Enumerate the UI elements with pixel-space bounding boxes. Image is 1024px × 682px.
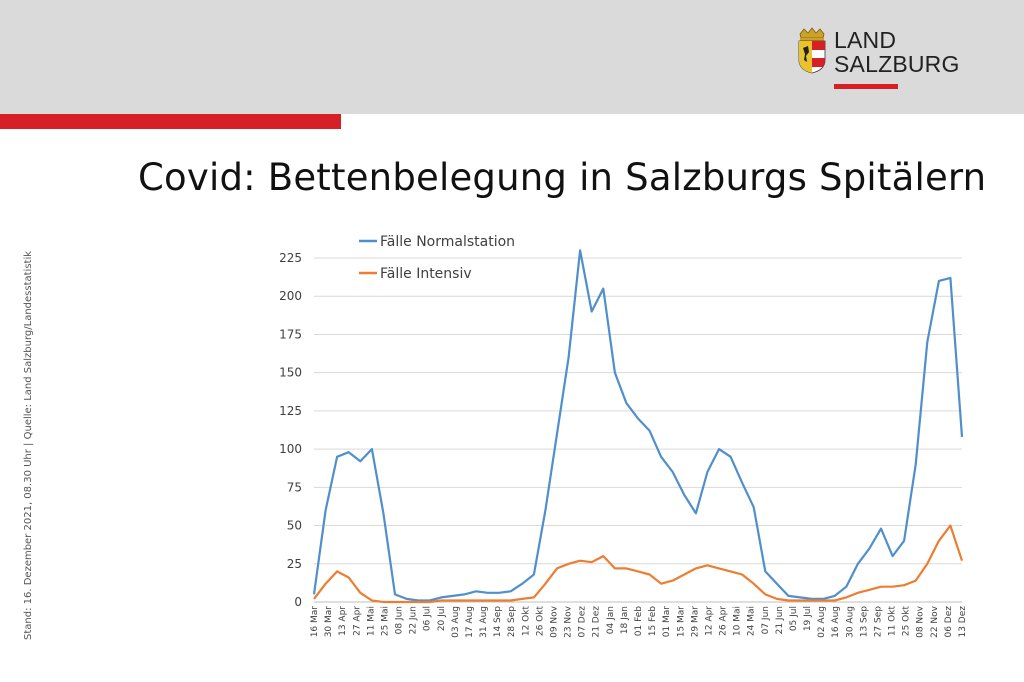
series-line-intensiv <box>313 524 964 604</box>
y-tick-label: 100 <box>279 442 302 456</box>
series-line-normalstation <box>312 249 964 602</box>
y-tick-label: 175 <box>279 327 302 341</box>
x-tick-label: 23 Nov <box>564 605 574 638</box>
x-tick-label: 22 Nov <box>930 605 940 638</box>
x-tick-label: 01 Mar <box>662 606 672 638</box>
x-axis: 16 Mar 30 Mar 13 Apr 27 Apr 11 Mai 25 Mai 08 J… <box>310 601 968 638</box>
x-tick-label: 18 Jan <box>620 606 630 634</box>
x-tick-label: 02 Aug <box>817 606 827 638</box>
legend-label: Fälle Intensiv <box>380 266 472 282</box>
x-tick-label: 30 Aug <box>845 606 855 638</box>
x-tick-label: 27 Sep <box>873 606 883 638</box>
y-tick-label: 25 <box>287 557 302 571</box>
chart-grid <box>314 257 962 565</box>
x-tick-label: 19 Jul <box>803 606 813 631</box>
x-tick-label: 20 Jul <box>437 606 447 631</box>
x-tick-label: 15 Feb <box>648 606 658 637</box>
header-band <box>0 0 1024 114</box>
y-tick-label: 0 <box>294 595 302 609</box>
x-tick-label: 07 Jun <box>761 606 771 634</box>
x-tick-label: 10 Mai <box>733 606 743 636</box>
y-tick-label: 75 <box>287 480 302 494</box>
y-tick-label: 225 <box>279 251 302 265</box>
logo-underline <box>834 84 898 89</box>
x-tick-label: 01 Feb <box>634 606 644 637</box>
x-tick-label: 16 Aug <box>831 606 841 638</box>
x-tick-label: 15 Mar <box>676 606 686 638</box>
x-tick-label: 13 Apr <box>338 606 348 636</box>
x-tick-label: 08 Jun <box>395 606 405 634</box>
x-tick-label: 07 Dez <box>578 606 588 638</box>
x-tick-label: 22 Jun <box>409 606 419 634</box>
x-tick-label: 17 Aug <box>465 606 475 638</box>
y-tick-label: 125 <box>279 404 302 418</box>
x-tick-label: 30 Mar <box>324 606 334 638</box>
x-tick-label: 05 Jul <box>789 606 799 631</box>
x-tick-label: 25 Mai <box>380 606 390 636</box>
y-tick-label: 150 <box>279 366 302 380</box>
x-tick-label: 13 Dez <box>958 606 968 638</box>
x-tick-label: 09 Nov <box>549 605 559 638</box>
page-title: Covid: Bettenbelegung in Salzburgs Spitä… <box>138 156 987 199</box>
accent-bar <box>0 114 341 129</box>
logo-line2: SALZBURG <box>834 51 960 77</box>
legend-label: Fälle Normalstation <box>380 234 515 250</box>
x-tick-label: 12 Apr <box>704 606 714 636</box>
land-salzburg-logo: LAND SALZBURG <box>796 26 976 92</box>
x-tick-label: 26 Okt <box>535 606 545 637</box>
x-tick-label: 27 Apr <box>352 606 362 636</box>
chart-legend: Fälle Normalstation Fälle Intensiv <box>359 234 515 282</box>
x-tick-label: 24 Mai <box>747 606 757 636</box>
chart-lines <box>312 249 964 604</box>
x-tick-label: 13 Sep <box>859 606 869 638</box>
x-tick-label: 28 Sep <box>507 606 517 638</box>
x-tick-label: 26 Apr <box>719 606 729 636</box>
x-tick-label: 21 Jun <box>775 606 785 634</box>
x-tick-label: 12 Okt <box>521 606 531 637</box>
x-tick-label: 06 Jul <box>423 606 433 631</box>
x-tick-label: 16 Mar <box>310 606 320 638</box>
coat-of-arms-icon <box>798 27 826 74</box>
x-tick-label: 29 Mar <box>690 606 700 638</box>
x-tick-label: 04 Jan <box>606 606 616 634</box>
y-tick-label: 50 <box>287 519 302 533</box>
x-tick-label: 06 Dez <box>944 606 954 638</box>
x-tick-label: 03 Aug <box>451 606 461 638</box>
x-tick-label: 11 Okt <box>888 606 898 637</box>
logo-wordmark: LAND SALZBURG <box>834 28 960 76</box>
y-axis: 0 25 50 75 100 125 150 175 200 225 <box>279 251 302 609</box>
x-tick-label: 21 Dez <box>592 606 602 638</box>
x-tick-label: 08 Nov <box>916 605 926 638</box>
x-tick-label: 11 Mai <box>366 606 376 636</box>
x-tick-label: 31 Aug <box>479 606 489 638</box>
x-tick-label: 14 Sep <box>493 606 503 638</box>
x-tick-label: 25 Okt <box>902 606 912 637</box>
logo-line1: LAND <box>834 27 897 53</box>
y-tick-label: 200 <box>279 289 302 303</box>
